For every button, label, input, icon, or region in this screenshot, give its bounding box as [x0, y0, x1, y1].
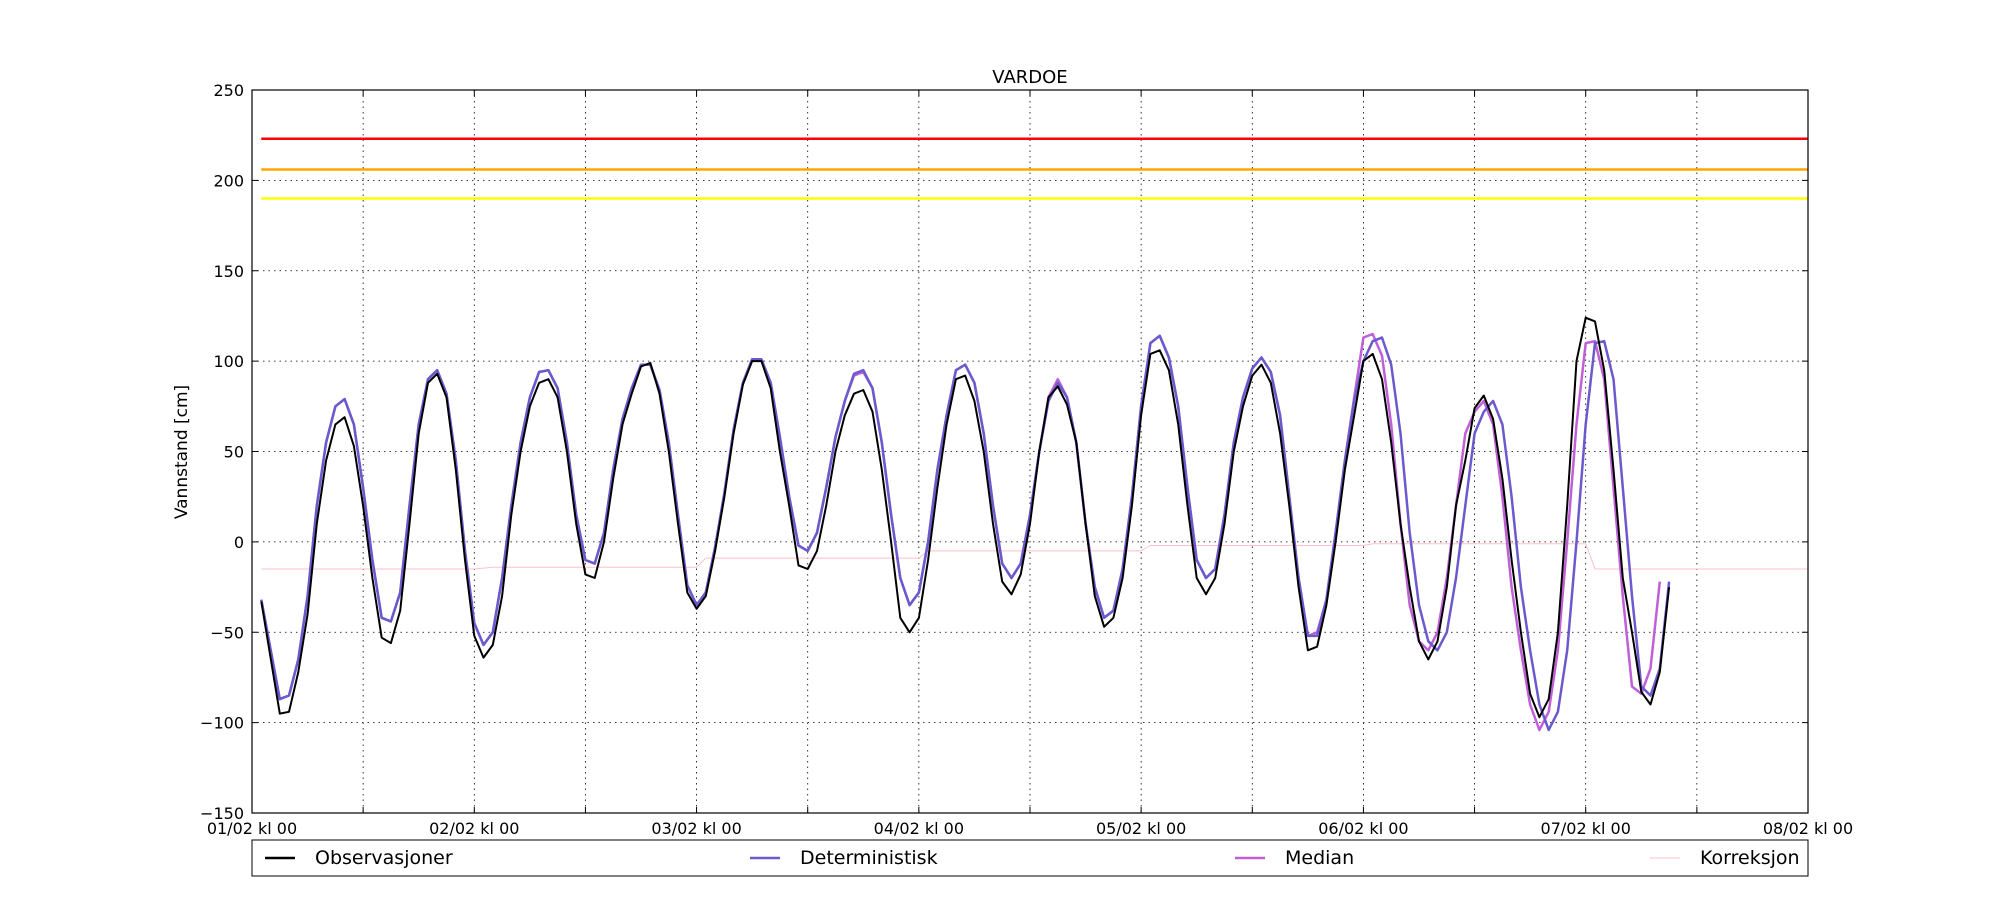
y-tick-label: 250: [213, 81, 244, 100]
series-line-median: [260, 332, 1662, 732]
axes: −150 −100 −50 0 50 100 150 200 250 01/02 kl 00 02/…: [200, 81, 1853, 838]
y-tick-label: 100: [213, 352, 244, 371]
y-tick-label: −100: [200, 714, 244, 733]
x-tick-label: 02/02 kl 00: [429, 819, 519, 838]
y-tick-label: 150: [213, 262, 244, 281]
x-tick-label: 04/02 kl 00: [874, 819, 964, 838]
series-line-observasjoner: [260, 316, 1671, 719]
series-line-korreksjon: [261, 543, 1808, 570]
x-tick-label: 06/02 kl 00: [1318, 819, 1408, 838]
y-tick-label: 50: [224, 443, 244, 462]
x-tick-label: 08/02 kl 00: [1763, 819, 1853, 838]
y-tick-label: 0: [234, 533, 244, 552]
grid: [252, 90, 1808, 813]
legend-frame: [251, 839, 1809, 877]
x-tick-label: 07/02 kl 00: [1541, 819, 1631, 838]
legend-label: Deterministisk: [800, 847, 938, 869]
series-lines: [260, 316, 1808, 732]
chart-title: VARDOE: [992, 67, 1067, 88]
legend-label: Korreksjon: [1700, 847, 1800, 869]
x-tick-label: 03/02 kl 00: [651, 819, 741, 838]
y-tick-label: 200: [213, 171, 244, 190]
x-tick-label: 01/02 kl 00: [207, 819, 297, 838]
x-tick-label: 05/02 kl 00: [1096, 819, 1186, 838]
threshold-lines: [261, 137, 1808, 200]
series-line-deterministisk: [260, 334, 1671, 732]
legend-label: Observasjoner: [315, 847, 453, 869]
y-tick-label: −150: [200, 804, 244, 823]
y-axis-label: Vannstand [cm]: [172, 385, 192, 519]
legend-label: Median: [1285, 847, 1354, 869]
y-tick-label: −50: [210, 623, 244, 642]
legend: Observasjoner Deterministisk Median Korreks…: [251, 839, 1809, 877]
